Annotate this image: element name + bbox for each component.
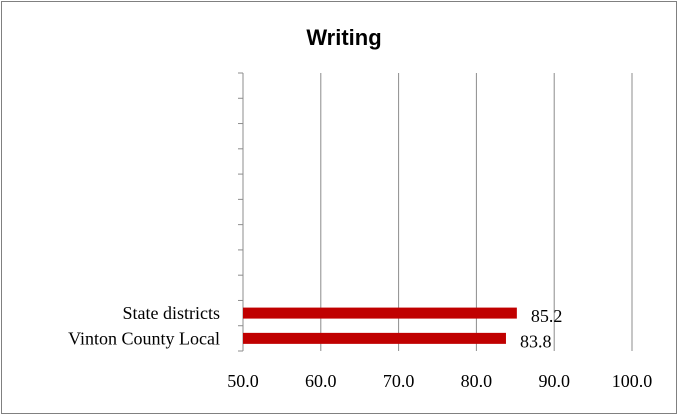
- bar: [243, 332, 506, 344]
- category-label: Vinton County Local: [68, 328, 220, 348]
- chart-title: Writing: [306, 25, 381, 50]
- y-axis: [238, 72, 244, 352]
- x-tick-label: 70.0: [383, 371, 415, 391]
- data-label: 83.8: [520, 331, 552, 351]
- x-tick-labels: 50.0 60.0 70.0 80.0 90.0 100.0: [227, 371, 652, 391]
- bars: [243, 307, 517, 344]
- data-labels: 85.2 83.8: [520, 306, 562, 351]
- data-label: 85.2: [531, 306, 563, 326]
- category-label: State districts: [123, 303, 221, 323]
- gridlines: [320, 73, 633, 351]
- x-tick-label: 50.0: [227, 371, 259, 391]
- x-tick-label: 60.0: [305, 371, 337, 391]
- category-labels: State districts Vinton County Local: [68, 303, 220, 348]
- x-tick-label: 90.0: [538, 371, 570, 391]
- bar: [243, 307, 517, 319]
- x-tick-label: 100.0: [612, 371, 653, 391]
- x-tick-label: 80.0: [461, 371, 493, 391]
